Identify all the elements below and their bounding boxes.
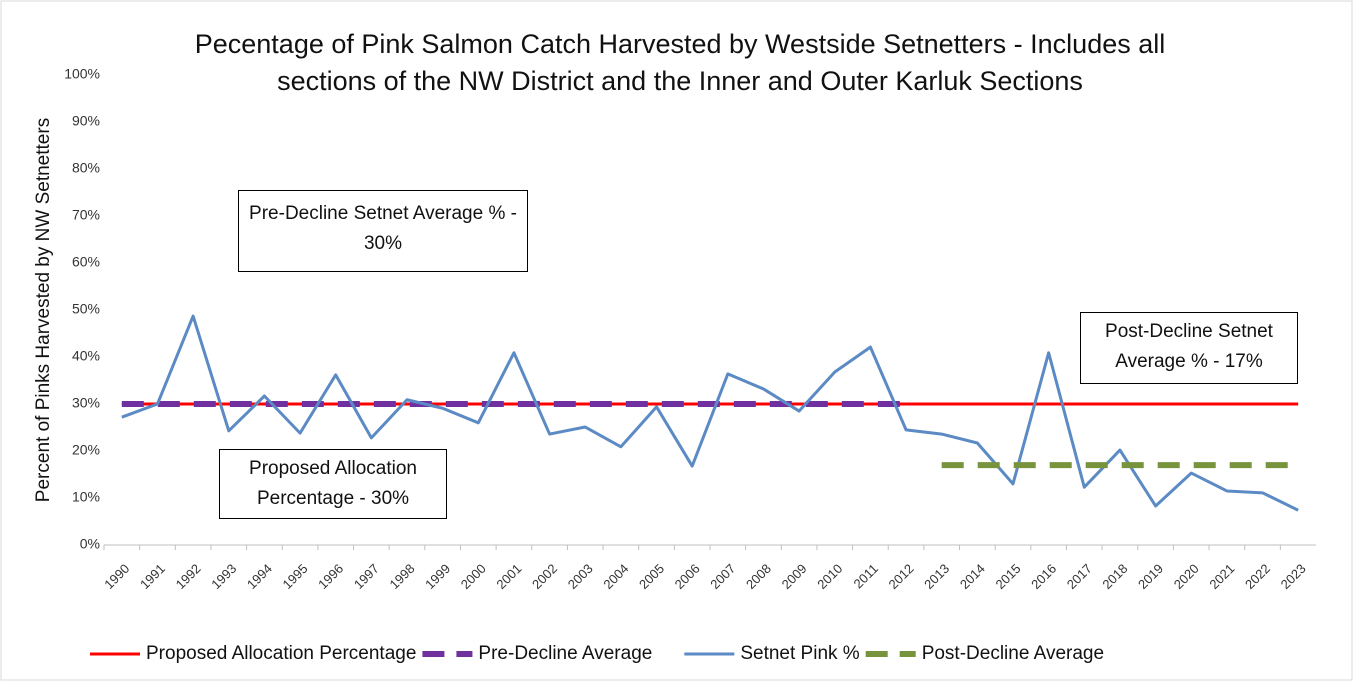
x-tick-label: 1993 <box>208 561 239 592</box>
x-tick-label: 2003 <box>565 561 596 592</box>
x-tick-label: 2016 <box>1028 561 1059 592</box>
x-tick-label: 1994 <box>244 561 275 592</box>
x-tick-label: 2018 <box>1099 561 1130 592</box>
y-tick-label: 10% <box>72 489 100 505</box>
x-tick-label: 1998 <box>386 561 417 592</box>
x-tick-label: 2021 <box>1206 561 1237 592</box>
y-tick-label: 50% <box>72 301 100 317</box>
x-tick-label: 2006 <box>672 561 703 592</box>
x-tick-label: 2007 <box>707 561 738 592</box>
x-tick-label: 2011 <box>851 561 881 591</box>
x-tick-label: 1995 <box>280 561 311 592</box>
x-tick-label: 2014 <box>957 561 988 592</box>
x-tick-label: 2017 <box>1064 561 1095 592</box>
x-tick-label: 2005 <box>636 561 667 592</box>
x-tick-label: 1996 <box>315 561 346 592</box>
y-tick-label: 40% <box>72 348 100 364</box>
x-tick-label: 1999 <box>422 561 453 592</box>
chart-title: Pecentage of Pink Salmon Catch Harvested… <box>194 29 1166 96</box>
y-tick-label: 0% <box>80 536 100 552</box>
x-tick-label: 2012 <box>886 561 917 592</box>
x-tick-label: 2001 <box>493 561 524 592</box>
y-tick-label: 80% <box>72 160 100 176</box>
line-series <box>121 314 1299 512</box>
x-tick-label: 1992 <box>173 561 204 592</box>
x-tick-label: 2008 <box>743 561 774 592</box>
x-tick-label: 2020 <box>1171 561 1202 592</box>
y-tick-label: 20% <box>72 442 100 458</box>
annotation: Proposed Allocation Percentage - 30% <box>219 449 447 519</box>
x-tick-label: 2000 <box>458 561 489 592</box>
legend-label: Proposed Allocation Percentage <box>146 643 416 664</box>
x-tick-label: 2015 <box>992 561 1023 592</box>
x-tick-label: 2023 <box>1278 561 1309 592</box>
x-tick-label: 2022 <box>1242 561 1273 592</box>
y-tick-label: 60% <box>72 254 100 270</box>
x-tick-label: 2004 <box>600 561 631 592</box>
legend-label: Pre-Decline Average <box>478 643 652 664</box>
x-tick-label: 2019 <box>1135 561 1166 592</box>
y-tick-label: 30% <box>72 395 100 411</box>
annotation: Post-Decline Setnet Average % - 17% <box>1080 312 1298 384</box>
y-tick-label: 70% <box>72 207 100 223</box>
legend-label: Post-Decline Average <box>922 643 1104 664</box>
y-axis-title: Percent of Pinks Harvested by NW Setnett… <box>33 118 54 502</box>
x-tick-label: 2013 <box>921 561 952 592</box>
annotation: Pre-Decline Setnet Average % - 30% <box>238 190 528 272</box>
y-tick-label: 90% <box>72 113 100 129</box>
legend-label: Setnet Pink % <box>740 643 859 664</box>
y-tick-label: 100% <box>64 66 100 82</box>
x-tick-label: 2009 <box>779 561 810 592</box>
x-tick-label: 1990 <box>101 561 132 592</box>
x-tick-label: 1991 <box>137 561 168 592</box>
x-tick-label: 1997 <box>351 561 382 592</box>
x-tick-label: 2010 <box>814 561 845 592</box>
x-tick-label: 2002 <box>529 561 560 592</box>
